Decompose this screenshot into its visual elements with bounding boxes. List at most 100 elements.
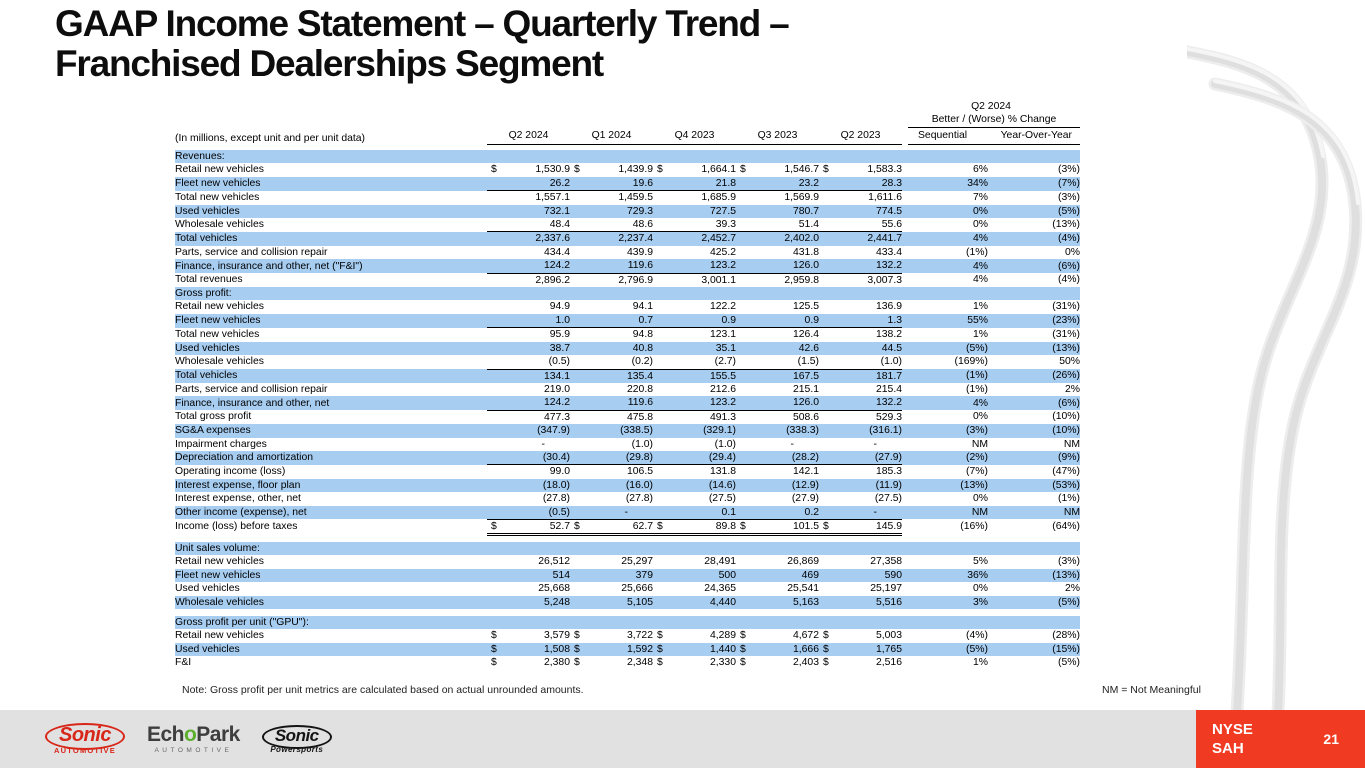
table-row: Interest expense, other, net (27.8) (27.8)… — [175, 492, 1080, 505]
change-header-quarter: Q2 2024 — [971, 101, 1011, 112]
cell-yoy-change: (5%) — [988, 595, 1080, 609]
cell-value: 131.8 — [709, 466, 736, 478]
cell-yoy-change: NM — [988, 505, 1080, 520]
cell-value: (27.9) — [791, 493, 819, 505]
cell-value: 142.1 — [792, 466, 819, 478]
table-row: Finance, insurance and other, net 124.2 11… — [175, 396, 1080, 411]
cell-value: 1,569.9 — [784, 192, 819, 204]
table-row: Parts, service and collision repair 434.4… — [175, 246, 1080, 259]
cell-value: 0.7 — [570, 313, 653, 329]
cell-yoy-change: (31%) — [1052, 301, 1080, 313]
row-label: Depreciation and amortization — [175, 450, 487, 465]
cell-value: 126.0 — [736, 396, 819, 411]
cell-value: 2,402.0 — [736, 231, 819, 246]
dollar-sign: $ — [574, 164, 580, 176]
cell-value: $4,672 — [740, 630, 819, 642]
cell-value: 220.8 — [626, 383, 653, 395]
dollar-sign: $ — [491, 657, 497, 669]
table-row: Total new vehicles 95.9 94.8 123.1 126.4 138.… — [175, 328, 1080, 342]
cell-sequential-change: (7%) — [966, 466, 988, 478]
dollar-sign: $ — [823, 164, 829, 176]
cell-value: $1,508 — [487, 642, 570, 657]
cell-value: 40.8 — [570, 341, 653, 356]
cell-value: 167.5 — [736, 369, 819, 383]
cell-yoy-change: 2% — [1064, 383, 1080, 395]
cell-value: $145.9 — [819, 519, 902, 537]
cell-value: 1,459.5 — [618, 192, 653, 204]
table-row: Unit sales volume: — [175, 541, 1080, 556]
cell-value: 38.7 — [487, 341, 570, 356]
cell-value: $2,348 — [574, 657, 653, 669]
cell-value: 42.6 — [736, 341, 819, 356]
cell-value: $1,592 — [570, 642, 653, 657]
cell-value: 1.3 — [819, 313, 902, 329]
sonic-automotive-logo: Sonic Automotive — [45, 723, 125, 755]
cell-value: 727.5 — [653, 204, 736, 219]
cell-value: 132.2 — [819, 396, 902, 411]
cell-yoy-change: (10%) — [988, 424, 1080, 438]
cell-sequential-change: (1%) — [966, 246, 988, 258]
cell-yoy-change: (3%) — [1058, 191, 1080, 203]
cell-value: 4,440 — [653, 595, 736, 609]
cell-value: 3,007.3 — [867, 274, 902, 286]
row-label: Total new vehicles — [175, 329, 260, 341]
table-row: SG&A expenses (347.9) (338.5) (329.1) (338.3… — [175, 424, 1080, 438]
cell-value: 433.4 — [875, 246, 902, 258]
table-row: Revenues: — [175, 150, 1080, 164]
dollar-sign: $ — [740, 643, 746, 655]
cell-yoy-change: (13%) — [1052, 219, 1080, 231]
row-label: Interest expense, other, net — [175, 493, 301, 505]
dollar-sign: $ — [491, 164, 497, 176]
table-row: Used vehicles 732.1 729.3 727.5 780.7 774.5 0%… — [175, 204, 1080, 219]
table-row: Impairment charges - (1.0) (1.0) - - NM NM — [175, 438, 1080, 451]
cell-value: 219.0 — [543, 383, 570, 395]
cell-value: 514 — [487, 568, 570, 583]
sonic-automotive-subtext: Automotive — [54, 746, 116, 755]
cell-yoy-change: (3%) — [1058, 164, 1080, 176]
cell-value: 135.4 — [570, 369, 653, 383]
table-row: Depreciation and amortization (30.4) (29.8… — [175, 450, 1080, 466]
row-label: F&I — [175, 657, 192, 669]
cell-value: 155.5 — [653, 369, 736, 383]
cell-sequential-change: (3%) — [902, 424, 988, 438]
cell-value: 729.3 — [570, 204, 653, 219]
cell-value: 95.9 — [549, 329, 570, 341]
cell-value: $2,330 — [657, 657, 736, 669]
table-row: Used vehicles 25,668 25,666 24,365 25,541 25,… — [175, 582, 1080, 595]
cell-sequential-change: 0% — [972, 219, 988, 231]
row-label: Total vehicles — [175, 231, 487, 246]
row-label: Total revenues — [175, 274, 243, 286]
cell-value: 2,337.6 — [487, 231, 570, 246]
tire-tracks-graphic — [1187, 45, 1363, 712]
cell-value: (338.3) — [736, 424, 819, 438]
row-label: Wholesale vehicles — [175, 356, 264, 368]
cell-value: - — [873, 438, 877, 450]
row-label: Parts, service and collision repair — [175, 246, 328, 258]
echopark-wordmark: EchoPark — [146, 723, 240, 746]
table-row: Other income (expense), net (0.5) -0.1 0.2-… — [175, 505, 1080, 520]
cell-value: 26.2 — [487, 176, 570, 192]
table-row: Total gross profit 477.3 475.8 491.3 508.6 52… — [175, 410, 1080, 424]
cell-sequential-change: 3% — [902, 595, 988, 609]
cell-sequential-change: (4%) — [966, 630, 988, 642]
cell-value: 44.5 — [819, 341, 902, 356]
cell-value: 431.8 — [792, 246, 819, 258]
table-row: Parts, service and collision repair 219.0… — [175, 383, 1080, 396]
cell-value: (14.6) — [653, 478, 736, 493]
cell-yoy-change: NM — [1063, 438, 1080, 450]
cell-value: 590 — [819, 568, 902, 583]
cell-sequential-change: 55% — [902, 313, 988, 328]
cell-value: 0.2 — [736, 505, 819, 520]
cell-value: 21.8 — [653, 176, 736, 192]
sonic-powersports-wordmark: Sonic — [261, 724, 332, 749]
table-row: Retail new vehicles $1,530.9 $1,439.9 $1,66… — [175, 163, 1080, 176]
cell-yoy-change: (7%) — [988, 176, 1080, 191]
cell-value: 123.1 — [709, 329, 736, 341]
cell-value: 5,516 — [819, 595, 902, 609]
cell-value: 469 — [736, 568, 819, 583]
cell-sequential-change: 5% — [972, 556, 988, 568]
row-label: Retail new vehicles — [175, 301, 264, 313]
cell-value: 1.0 — [487, 313, 570, 329]
cell-value: $2,516 — [823, 657, 902, 669]
header-spacer — [175, 100, 902, 113]
